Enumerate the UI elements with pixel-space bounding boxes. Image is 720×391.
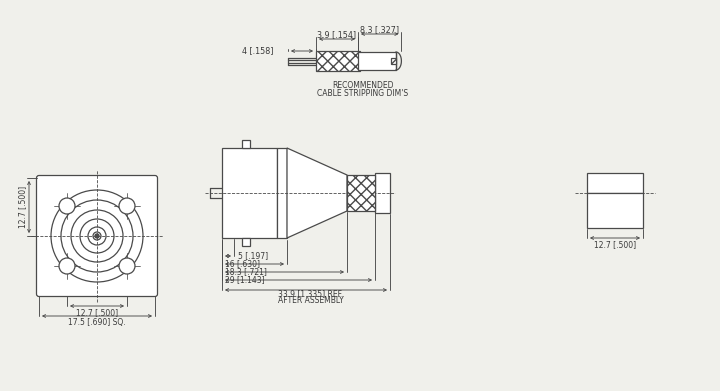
Text: CABLE STRIPPING DIM'S: CABLE STRIPPING DIM'S [318, 88, 408, 97]
Text: 12.7 [.500]: 12.7 [.500] [19, 186, 27, 228]
Bar [587, 193, 643, 228]
Bar [316, 51, 360, 71]
Text: 8.3 [.327]: 8.3 [.327] [360, 25, 400, 34]
Text: 12.7 [.500]: 12.7 [.500] [76, 308, 118, 317]
Circle shape [59, 198, 75, 214]
Bar [587, 173, 643, 193]
Text: 16 [.630]: 16 [.630] [225, 260, 260, 269]
Bar [242, 140, 250, 148]
Text: 29 [1.143]: 29 [1.143] [225, 276, 265, 285]
Circle shape [119, 198, 135, 214]
Text: 18.3 [.721]: 18.3 [.721] [225, 267, 267, 276]
Bar [375, 173, 390, 213]
Text: 17.5 [.690] SQ.: 17.5 [.690] SQ. [68, 318, 126, 327]
Circle shape [119, 258, 135, 274]
Circle shape [95, 234, 99, 238]
FancyBboxPatch shape [37, 176, 158, 296]
Bar [358, 52, 396, 70]
Polygon shape [287, 148, 347, 238]
Text: 33.9 [1.335] REF.: 33.9 [1.335] REF. [279, 289, 343, 298]
Bar [242, 238, 250, 246]
Bar [391, 58, 396, 64]
Text: 5 [.197]: 5 [.197] [238, 251, 268, 260]
Bar [347, 175, 375, 211]
Text: 4 [.158]: 4 [.158] [243, 47, 274, 56]
Bar [277, 148, 287, 238]
Bar [222, 148, 277, 238]
Text: AFTER ASSEMBLY: AFTER ASSEMBLY [278, 296, 344, 305]
Circle shape [59, 258, 75, 274]
Text: 3.9 [.154]: 3.9 [.154] [318, 30, 356, 39]
Text: RECOMMENDED: RECOMMENDED [332, 81, 394, 90]
Text: 12.7 [.500]: 12.7 [.500] [594, 240, 636, 249]
